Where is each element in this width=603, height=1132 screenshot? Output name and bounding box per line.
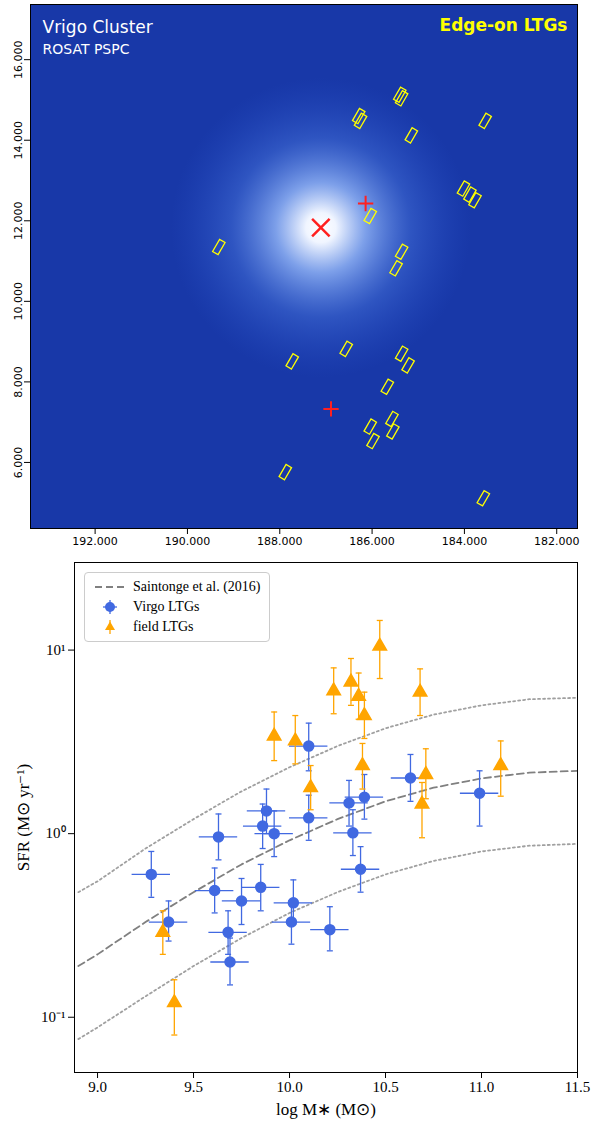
svg-text:188.000: 188.000 [257, 535, 303, 548]
svg-text:8.000: 8.000 [12, 366, 25, 398]
svg-text:10¹: 10¹ [46, 642, 66, 658]
svg-text:190.000: 190.000 [165, 535, 211, 548]
svg-text:Vrigo Cluster: Vrigo Cluster [43, 17, 153, 37]
svg-text:10.0: 10.0 [276, 1079, 302, 1095]
svg-text:16.000: 16.000 [12, 40, 25, 79]
svg-text:SFR (M⊙ yr⁻¹): SFR (M⊙ yr⁻¹) [14, 764, 33, 871]
svg-text:14.000: 14.000 [12, 121, 25, 160]
svg-text:11.0: 11.0 [469, 1079, 495, 1095]
html-text:Virgo LTGs: Virgo LTGs [133, 599, 200, 614]
svg-text:11.5: 11.5 [565, 1079, 591, 1095]
svg-text:9.5: 9.5 [184, 1079, 203, 1095]
svg-text:9.0: 9.0 [88, 1079, 107, 1095]
svg-text:10.5: 10.5 [372, 1079, 398, 1095]
svg-text:ROSAT PSPC: ROSAT PSPC [43, 41, 130, 57]
svg-text:10⁻¹: 10⁻¹ [41, 1009, 66, 1025]
svg-text:6.000: 6.000 [12, 447, 25, 479]
svg-text:10.000: 10.000 [12, 282, 25, 321]
svg-text:186.000: 186.000 [349, 535, 395, 548]
svg-text:10⁰: 10⁰ [46, 825, 66, 841]
svg-text:184.000: 184.000 [442, 535, 488, 548]
html-text:Saintonge et al. (2016): Saintonge et al. (2016) [133, 579, 261, 594]
html-text:field LTGs: field LTGs [133, 619, 194, 634]
svg-text:192.000: 192.000 [72, 535, 118, 548]
svg-text:Edge-on LTGs: Edge-on LTGs [440, 15, 568, 35]
svg-text:182.000: 182.000 [534, 535, 580, 548]
svg-text:log M∗ (M⊙): log M∗ (M⊙) [276, 1100, 376, 1119]
svg-text:12.000: 12.000 [12, 202, 25, 241]
